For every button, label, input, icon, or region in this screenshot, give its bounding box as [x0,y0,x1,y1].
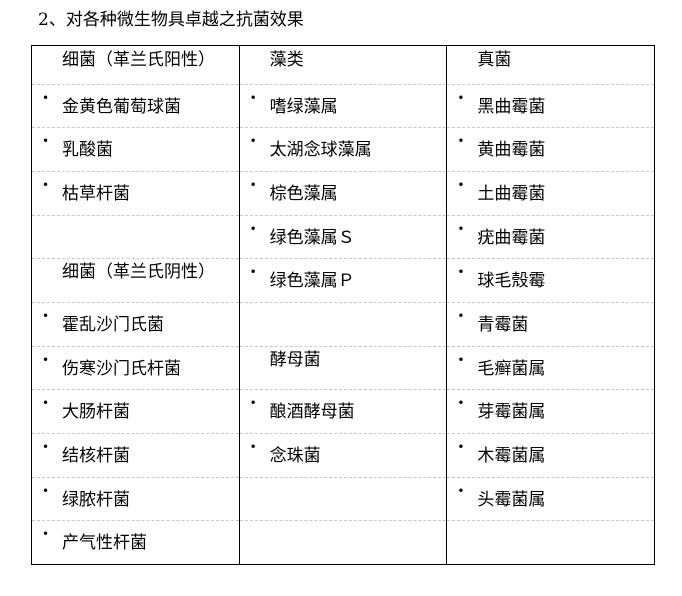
list-item: 疣曲霉菌 [477,227,546,248]
list-item: 结核杆菌 [62,446,130,466]
table-cell: • 产气性杆菌 [32,521,239,564]
column-header: 真菌 [447,46,655,85]
list-item: 绿脓杆菌 [62,489,130,510]
bullet-icon: • [457,265,465,280]
bullet-icon: • [249,90,257,105]
list-item: 绿色藻属Ｐ [269,271,355,292]
table-cell: • 疣曲霉菌 [447,216,655,260]
list-item: 青霉菌 [477,314,529,335]
table-cell: • 霍乱沙门氏菌 [32,303,239,347]
bullet-icon: • [249,134,257,149]
subheading: 细菌（革兰氏阴性） [62,262,215,283]
bullet-icon: • [249,396,257,411]
table-cell: • 黑曲霉菌 [447,85,655,129]
table-cell: • 棕色藻属 [239,172,447,216]
column-header-label: 细菌（革兰氏阳性） [62,50,215,70]
list-item: 太湖念球藻属 [269,140,372,161]
antibacterial-table: 细菌（革兰氏阳性） • 金黄色葡萄球菌 • 乳酸菌 • 枯草杆菌细菌（革兰氏阴性） • 霍乱沙门… [31,45,655,565]
list-item: 念珠菌 [269,446,321,466]
table-cell: • 结核杆菌 [32,434,239,478]
table-cell: • 金黄色葡萄球菌 [32,85,239,129]
table-cell: • 酿酒酵母菌 [239,390,447,434]
table-column: 真菌 • 黑曲霉菌 • 黄曲霉菌 • 土曲霉菌 • 疣曲霉菌 • 球毛殼霉 • 青霉菌 • 毛癣菌属 • 芽霉菌… [447,46,655,564]
table-cell: • 木霉菌属 [447,434,655,478]
bullet-icon: • [42,90,50,105]
table-cell: • 绿色藻属Ｐ [239,259,447,303]
bullet-icon: • [42,440,50,454]
table-column: 藻类 • 嗜绿藻属 • 太湖念球藻属 • 棕色藻属 • 绿色藻属Ｓ • 绿色藻属Ｐ 酵母菌 • 酿酒酵母菌… [239,46,448,564]
table-cell [239,478,447,522]
bullet-icon: • [249,177,257,192]
list-item: 霍乱沙门氏菌 [62,314,164,335]
table-cell: • 念珠菌 [239,434,447,478]
table-cell: • 枯草杆菌 [32,172,239,216]
table-cell: • 绿脓杆菌 [32,478,239,522]
bullet-icon: • [457,483,465,498]
column-header-label: 真菌 [477,50,512,70]
list-item: 枯草杆菌 [62,183,130,204]
list-item: 绿色藻属Ｓ [269,227,355,248]
table-column: 细菌（革兰氏阳性） • 金黄色葡萄球菌 • 乳酸菌 • 枯草杆菌细菌（革兰氏阴性） • 霍乱沙门… [32,46,240,564]
list-item: 球毛殼霉 [477,271,546,292]
table-cell [240,521,447,564]
table-cell: • 绿色藻属Ｓ [239,216,447,260]
table-cell [447,521,654,564]
table-cell [239,303,447,347]
list-item: 产气性杆菌 [62,533,147,554]
bullet-icon: • [249,440,257,454]
table-cell: • 毛癣菌属 [447,347,655,391]
bullet-icon: • [42,483,50,498]
table-cell: • 乳酸菌 [32,128,239,172]
table-cell [32,216,239,260]
list-item: 芽霉菌属 [477,402,546,423]
bullet-icon: • [42,352,50,367]
list-item: 黄曲霉菌 [477,140,546,161]
section-title: 2、对各种微生物具卓越之抗菌效果 [38,10,304,30]
bullet-icon: • [249,221,257,236]
bullet-icon: • [457,134,465,149]
list-item: 头霉菌属 [477,489,546,510]
table-cell: • 大肠杆菌 [32,390,239,434]
column-header-label: 藻类 [269,50,304,70]
list-item: 土曲霉菌 [477,183,546,204]
bullet-icon: • [42,396,50,411]
bullet-icon: • [42,134,50,149]
table-cell: • 球毛殼霉 [447,259,655,303]
list-item: 酿酒酵母菌 [269,402,355,423]
table-cell: • 芽霉菌属 [447,390,655,434]
list-item: 伤寒沙门氏杆菌 [62,358,181,379]
table-cell: • 黄曲霉菌 [447,128,655,172]
list-item: 木霉菌属 [477,446,546,466]
bullet-icon: • [457,396,465,411]
column-header: 细菌（革兰氏阳性） [32,46,239,85]
list-item: 黑曲霉菌 [477,96,546,117]
bullet-icon: • [42,527,50,542]
table-cell: • 嗜绿藻属 [239,85,447,129]
subheading: 酵母菌 [269,349,321,370]
bullet-icon: • [249,265,257,280]
bullet-icon: • [457,90,465,105]
table-cell: • 土曲霉菌 [447,172,655,216]
table-cell: • 伤寒沙门氏杆菌 [32,347,239,391]
list-item: 金黄色葡萄球菌 [62,96,181,117]
table-cell: • 太湖念球藻属 [239,128,447,172]
column-header: 藻类 [239,46,447,85]
bullet-icon: • [42,308,50,323]
bullet-icon: • [457,221,465,236]
table-cell: 细菌（革兰氏阴性） [32,259,239,303]
table-cell: 酵母菌 [239,347,447,391]
list-item: 大肠杆菌 [62,402,130,423]
bullet-icon: • [457,177,465,192]
bullet-icon: • [457,308,465,323]
list-item: 嗜绿藻属 [269,96,338,117]
table-cell: • 青霉菌 [447,303,655,347]
bullet-icon: • [457,352,465,367]
list-item: 乳酸菌 [62,140,113,161]
table-cell: • 头霉菌属 [447,478,655,522]
list-item: 毛癣菌属 [477,358,546,379]
bullet-icon: • [457,440,465,454]
bullet-icon: • [42,177,50,192]
list-item: 棕色藻属 [269,183,338,204]
